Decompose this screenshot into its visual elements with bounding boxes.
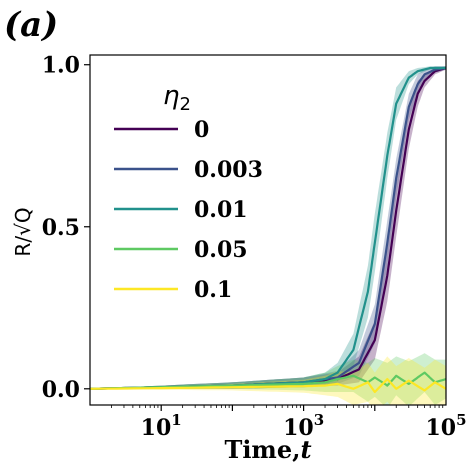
y-axis: 0.0 0.5 1.0 xyxy=(42,53,90,403)
legend-label-2: 0.01 xyxy=(194,197,248,223)
x-tick-label: 101 xyxy=(141,411,182,441)
legend-label-4: 0.1 xyxy=(194,277,232,303)
x-axis-label: Time,t xyxy=(224,435,311,464)
series-line-4 xyxy=(90,378,446,394)
confidence-bands xyxy=(90,66,446,405)
legend-label-1: 0.003 xyxy=(194,157,263,183)
y-tick-label: 0.0 xyxy=(42,377,80,403)
panel-label: (a) xyxy=(4,5,58,45)
series-band-2 xyxy=(90,66,446,389)
y-axis-label: R/√Q xyxy=(11,207,35,256)
legend: η2 0 0.003 0.01 0.05 0.1 xyxy=(114,81,263,303)
y-tick-label: 1.0 xyxy=(42,53,80,79)
y-tick-label: 0.5 xyxy=(42,215,80,241)
x-tick-label: 105 xyxy=(425,411,466,441)
x-axis: 101 103 105 xyxy=(111,405,467,441)
plot-frame xyxy=(89,54,447,406)
x-axis-label-symbol: t xyxy=(300,435,311,464)
x-tick-label: 103 xyxy=(283,411,324,441)
series-lines xyxy=(90,66,446,394)
legend-label-0: 0 xyxy=(194,117,209,143)
legend-title-subscript: 2 xyxy=(179,94,190,115)
legend-title: η2 xyxy=(163,81,191,115)
legend-title-symbol: η xyxy=(163,81,179,111)
series-band-3 xyxy=(90,353,446,405)
series-band-4 xyxy=(90,356,446,405)
series-band-1 xyxy=(90,66,446,389)
x-axis-label-text: Time, xyxy=(224,435,300,464)
legend-label-3: 0.05 xyxy=(194,237,248,263)
